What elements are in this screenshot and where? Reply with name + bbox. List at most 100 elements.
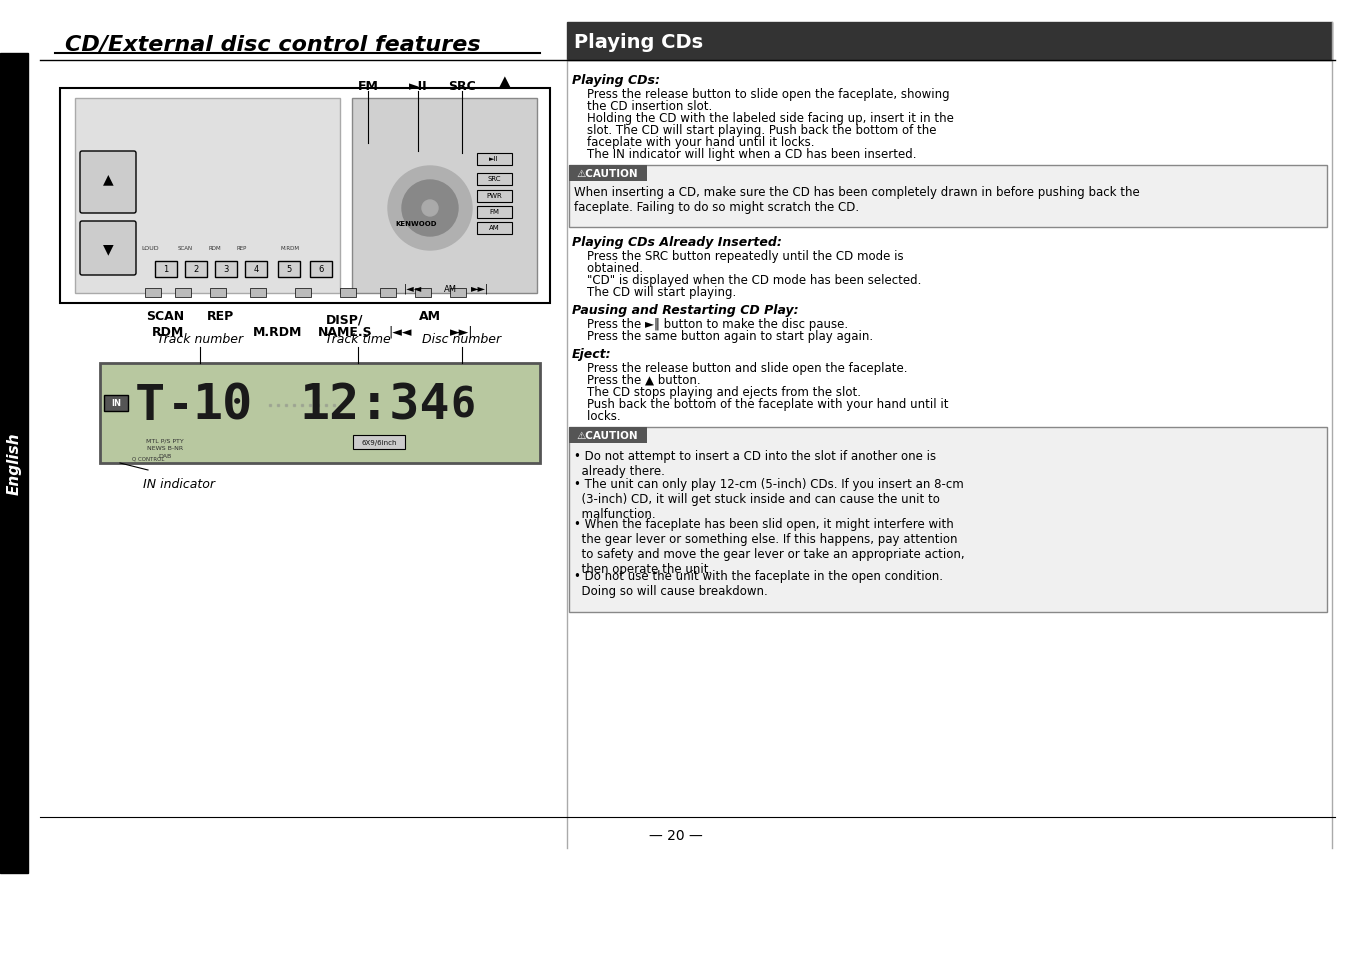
Text: The CD will start playing.: The CD will start playing. <box>572 286 737 298</box>
Text: AM: AM <box>419 309 441 322</box>
Text: 1: 1 <box>164 265 169 274</box>
Bar <box>353 436 406 450</box>
Text: ►►|: ►►| <box>450 325 473 338</box>
Text: 2: 2 <box>193 265 199 274</box>
Text: AM: AM <box>488 225 499 231</box>
Bar <box>310 262 333 277</box>
Text: ⚠CAUTION: ⚠CAUTION <box>576 169 638 179</box>
Text: — 20 —: — 20 — <box>649 828 703 842</box>
Text: 6: 6 <box>450 385 476 427</box>
Text: RDM: RDM <box>208 245 222 251</box>
Text: ►II: ►II <box>408 79 427 92</box>
Text: CD/External disc control features: CD/External disc control features <box>65 34 480 54</box>
Text: ⚠CAUTION: ⚠CAUTION <box>576 431 638 440</box>
Text: M.RDM: M.RDM <box>280 245 300 251</box>
Text: Q CONTROL: Q CONTROL <box>131 456 164 461</box>
Bar <box>415 289 431 297</box>
Text: 4: 4 <box>253 265 258 274</box>
Text: Disc number: Disc number <box>422 333 502 346</box>
Bar <box>210 289 226 297</box>
Text: ►II: ►II <box>489 156 499 162</box>
Bar <box>185 262 207 277</box>
Text: M.RDM: M.RDM <box>253 325 303 338</box>
Text: FM: FM <box>489 209 499 214</box>
Text: PWR: PWR <box>487 193 502 199</box>
Text: -: - <box>168 385 192 427</box>
Text: • Do not attempt to insert a CD into the slot if another one is
  already there.: • Do not attempt to insert a CD into the… <box>575 450 936 477</box>
Circle shape <box>402 181 458 236</box>
Text: Push back the bottom of the faceplate with your hand until it: Push back the bottom of the faceplate wi… <box>572 397 949 411</box>
Bar <box>352 99 537 294</box>
Bar <box>569 428 648 443</box>
Text: REP: REP <box>237 245 247 251</box>
Text: SRC: SRC <box>487 175 500 182</box>
Bar <box>477 191 512 203</box>
Text: 5: 5 <box>287 265 292 274</box>
Circle shape <box>422 201 438 216</box>
Text: SCAN: SCAN <box>146 309 184 322</box>
Bar <box>566 23 1332 61</box>
Text: FM: FM <box>357 79 379 92</box>
Bar <box>250 289 266 297</box>
Bar <box>569 428 1328 613</box>
Bar <box>155 262 177 277</box>
Text: NAME.S: NAME.S <box>318 325 372 338</box>
Text: When inserting a CD, make sure the CD has been completely drawn in before pushin: When inserting a CD, make sure the CD ha… <box>575 186 1140 213</box>
Bar <box>100 364 539 463</box>
Text: ▼: ▼ <box>103 242 114 255</box>
Bar <box>104 395 128 412</box>
Circle shape <box>388 167 472 251</box>
Text: Press the ►‖ button to make the disc pause.: Press the ►‖ button to make the disc pau… <box>572 317 848 331</box>
Text: Playing CDs: Playing CDs <box>575 32 703 51</box>
Text: Press the same button again to start play again.: Press the same button again to start pla… <box>572 330 873 343</box>
Bar <box>215 262 237 277</box>
Text: Press the ▲ button.: Press the ▲ button. <box>572 374 700 387</box>
Text: IN indicator: IN indicator <box>143 477 215 491</box>
Text: MTL P/S PTY: MTL P/S PTY <box>146 438 184 443</box>
Bar <box>477 153 512 166</box>
Text: SCAN: SCAN <box>177 245 192 251</box>
Text: • When the faceplate has been slid open, it might interfere with
  the gear leve: • When the faceplate has been slid open,… <box>575 517 964 576</box>
Text: The CD stops playing and ejects from the slot.: The CD stops playing and ejects from the… <box>572 386 861 398</box>
Bar <box>279 262 300 277</box>
Text: "CD" is displayed when the CD mode has been selected.: "CD" is displayed when the CD mode has b… <box>572 274 921 287</box>
Text: The IN indicator will light when a CD has been inserted.: The IN indicator will light when a CD ha… <box>572 148 917 161</box>
Text: 3: 3 <box>223 265 228 274</box>
Bar <box>339 289 356 297</box>
Text: Pausing and Restarting CD Play:: Pausing and Restarting CD Play: <box>572 304 799 316</box>
Text: KENWOOD: KENWOOD <box>395 221 437 227</box>
FancyBboxPatch shape <box>80 222 137 275</box>
Text: |◄◄: |◄◄ <box>404 283 422 294</box>
Text: AM: AM <box>443 284 457 294</box>
Text: REP: REP <box>207 309 234 322</box>
Text: IN: IN <box>111 399 120 408</box>
Bar <box>477 207 512 219</box>
Text: Playing CDs Already Inserted:: Playing CDs Already Inserted: <box>572 235 781 249</box>
FancyBboxPatch shape <box>80 152 137 213</box>
Text: NEWS B-NR: NEWS B-NR <box>147 446 183 451</box>
Bar <box>380 289 396 297</box>
Text: DISP/: DISP/ <box>326 314 364 326</box>
Text: slot. The CD will start playing. Push back the bottom of the: slot. The CD will start playing. Push ba… <box>572 124 937 137</box>
Text: locks.: locks. <box>572 410 621 422</box>
Text: T: T <box>135 381 165 430</box>
Text: Press the release button to slide open the faceplate, showing: Press the release button to slide open t… <box>572 88 949 101</box>
Bar <box>295 289 311 297</box>
Text: ▲: ▲ <box>103 172 114 186</box>
Text: DAB: DAB <box>158 454 172 459</box>
Bar <box>569 166 648 182</box>
Text: • The unit can only play 12-cm (5-inch) CDs. If you insert an 8-cm
  (3-inch) CD: • The unit can only play 12-cm (5-inch) … <box>575 477 964 520</box>
Bar <box>59 89 550 304</box>
Text: English: English <box>7 433 22 495</box>
Bar <box>477 223 512 234</box>
Text: 6X9/6inch: 6X9/6inch <box>361 439 396 446</box>
Text: |◄◄: |◄◄ <box>388 325 412 338</box>
Bar <box>0 54 28 873</box>
Bar <box>569 166 1328 228</box>
Text: Press the SRC button repeatedly until the CD mode is: Press the SRC button repeatedly until th… <box>572 250 903 263</box>
Bar <box>477 173 512 186</box>
Text: 6: 6 <box>318 265 323 274</box>
Text: • Do not use the unit with the faceplate in the open condition.
  Doing so will : • Do not use the unit with the faceplate… <box>575 569 942 598</box>
Text: Playing CDs:: Playing CDs: <box>572 74 660 87</box>
Text: LOUD: LOUD <box>141 245 158 251</box>
